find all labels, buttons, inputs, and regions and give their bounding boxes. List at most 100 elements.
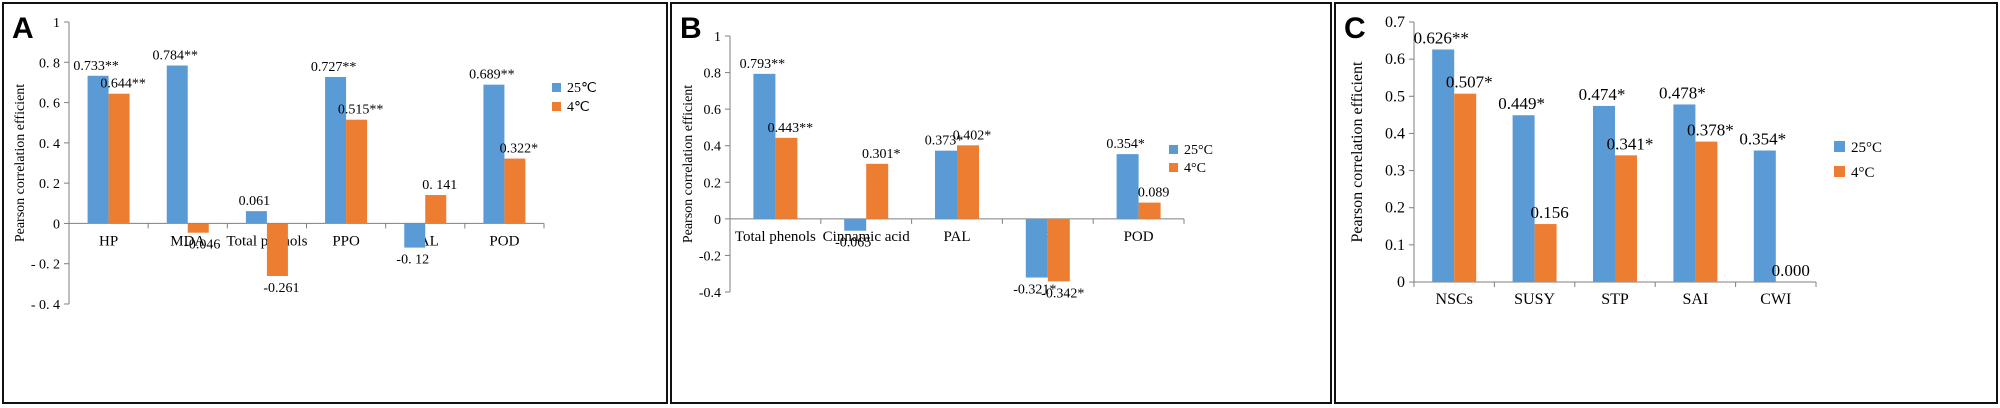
data-label: 0.402* bbox=[953, 128, 992, 143]
bar-series-1 bbox=[245, 211, 267, 224]
category-label: MDA bbox=[170, 233, 205, 249]
bar-series-1 bbox=[753, 73, 776, 219]
bar-series-1 bbox=[1432, 49, 1455, 282]
y-tick-label: 0.4 bbox=[704, 140, 722, 155]
data-label: 0.733** bbox=[73, 59, 119, 74]
bar-series-1 bbox=[935, 150, 957, 219]
data-label: -0.065 bbox=[835, 236, 871, 251]
data-label: 0.354* bbox=[1739, 130, 1786, 149]
data-label: 0.474* bbox=[1579, 85, 1626, 104]
panel-letter: C bbox=[1344, 12, 1366, 45]
legend-label: 25℃ bbox=[567, 81, 597, 96]
category-label: SUSY bbox=[1514, 291, 1555, 308]
data-label: 0.443** bbox=[768, 121, 814, 136]
data-label: 0.626** bbox=[1414, 28, 1469, 47]
y-axis-title: Pearson correlation efficient bbox=[13, 84, 28, 242]
legend-label: 4°C bbox=[1184, 161, 1206, 176]
legend-swatch bbox=[552, 102, 561, 111]
bar-series-1 bbox=[1673, 104, 1696, 282]
bar-series-2 bbox=[1615, 155, 1637, 282]
bar-series-1 bbox=[1116, 154, 1139, 219]
y-tick-label: 0.3 bbox=[1385, 163, 1405, 180]
legend-label: 4°C bbox=[1851, 165, 1875, 181]
y-tick-label: 1 bbox=[714, 30, 721, 45]
data-label: 0.378* bbox=[1687, 121, 1734, 140]
y-axis-title: Pearson correlation efficient bbox=[681, 85, 696, 243]
category-label: POD bbox=[1124, 229, 1154, 245]
chart-b: B -0.4 -0.2 0 0.2 0.4 0.6 0.8 1 Pearson correlat… bbox=[680, 12, 1213, 301]
category-label: Cinnamic acid bbox=[823, 229, 911, 245]
y-tick-label: -0.2 bbox=[699, 249, 721, 264]
y-tick-label: - 0. 4 bbox=[31, 298, 60, 313]
data-label: 0.727** bbox=[311, 60, 357, 75]
y-tick-label: 0. 8 bbox=[39, 56, 60, 71]
panel-letter: A bbox=[12, 12, 34, 45]
data-label: -0.046 bbox=[184, 238, 220, 253]
bar-series-1 bbox=[404, 223, 426, 248]
category-label: PPO bbox=[332, 233, 360, 249]
data-label: -0.321* bbox=[1013, 283, 1056, 298]
y-tick-label: 0.6 bbox=[704, 103, 722, 118]
data-label: -0. 12 bbox=[396, 253, 429, 268]
y-tick-label: 1 bbox=[53, 16, 60, 31]
bar-series-1 bbox=[87, 75, 109, 224]
data-label: 0. 141 bbox=[422, 178, 457, 193]
legend-label: 25°C bbox=[1851, 140, 1882, 156]
legend-swatch bbox=[1834, 166, 1845, 177]
chart-c: C 0 0.1 0.2 0.3 0.4 0.5 0.6 0.7 Pearson correlat… bbox=[1344, 12, 1882, 308]
data-label: -0.342* bbox=[1041, 286, 1084, 301]
bar-series-1 bbox=[1593, 105, 1615, 282]
y-tick-label: 0.5 bbox=[1385, 88, 1405, 105]
y-tick-label: 0. 6 bbox=[39, 97, 60, 112]
chart-panel-a: A - 0. 4 - 0. 2 0 0. 2 0. 4 0. 6 0. 8 1 Pearson … bbox=[2, 2, 668, 404]
y-tick-label: 0.2 bbox=[704, 176, 722, 191]
y-tick-label: 0.7 bbox=[1385, 14, 1405, 31]
bar-series-2 bbox=[1138, 202, 1161, 219]
category-label: CWI bbox=[1760, 291, 1791, 308]
data-label: 0.156 bbox=[1530, 203, 1568, 222]
y-tick-label: 0. 4 bbox=[39, 137, 60, 152]
y-tick-label: 0.4 bbox=[1385, 125, 1405, 142]
bar-series-2 bbox=[775, 137, 798, 219]
category-label: NSCs bbox=[1436, 291, 1473, 308]
legend-label: 4℃ bbox=[567, 100, 590, 115]
data-label: 0.322* bbox=[500, 142, 539, 157]
chart-panel-b: B -0.4 -0.2 0 0.2 0.4 0.6 0.8 1 Pearson correlat… bbox=[670, 2, 1332, 404]
bar-series-1 bbox=[483, 84, 505, 224]
data-label: 0.089 bbox=[1138, 186, 1170, 201]
data-label: 0.000 bbox=[1772, 261, 1810, 280]
bar-series-2 bbox=[187, 223, 209, 233]
bar-series-2 bbox=[1534, 224, 1557, 282]
legend-swatch bbox=[1834, 141, 1845, 152]
data-label: 0.301* bbox=[862, 147, 901, 162]
legend-swatch bbox=[552, 83, 561, 92]
bar-series-2 bbox=[108, 93, 130, 224]
bar-series-1 bbox=[844, 218, 867, 231]
panel-letter: B bbox=[680, 12, 702, 45]
bar-series-2 bbox=[866, 163, 889, 219]
data-label: 0.507* bbox=[1446, 73, 1493, 92]
bar-series-2 bbox=[504, 158, 526, 224]
bar-series-2 bbox=[1047, 218, 1070, 282]
category-label: PAL bbox=[944, 229, 971, 245]
category-label: SAI bbox=[1683, 291, 1709, 308]
y-tick-label: 0.1 bbox=[1385, 237, 1405, 254]
y-tick-label: 0 bbox=[1397, 274, 1405, 291]
y-tick-label: - 0. 2 bbox=[31, 258, 60, 273]
y-tick-label: 0.2 bbox=[1385, 200, 1405, 217]
data-label: 0.644** bbox=[100, 77, 146, 92]
data-label: 0.793** bbox=[740, 57, 786, 72]
legend-label: 25°C bbox=[1184, 143, 1213, 158]
legend-swatch bbox=[1169, 145, 1178, 154]
data-label: 0.354* bbox=[1106, 137, 1145, 152]
category-label: HP bbox=[99, 233, 118, 249]
category-label: Total phenols bbox=[735, 229, 816, 245]
category-label: STP bbox=[1601, 291, 1629, 308]
y-tick-label: 0.6 bbox=[1385, 51, 1405, 68]
data-label: 0.373* bbox=[925, 134, 964, 149]
bar-series-1 bbox=[1753, 150, 1776, 282]
data-label: 0.689** bbox=[469, 68, 515, 83]
y-tick-label: 0 bbox=[714, 213, 721, 228]
data-label: 0.449* bbox=[1498, 94, 1545, 113]
bar-series-2 bbox=[1454, 93, 1477, 282]
